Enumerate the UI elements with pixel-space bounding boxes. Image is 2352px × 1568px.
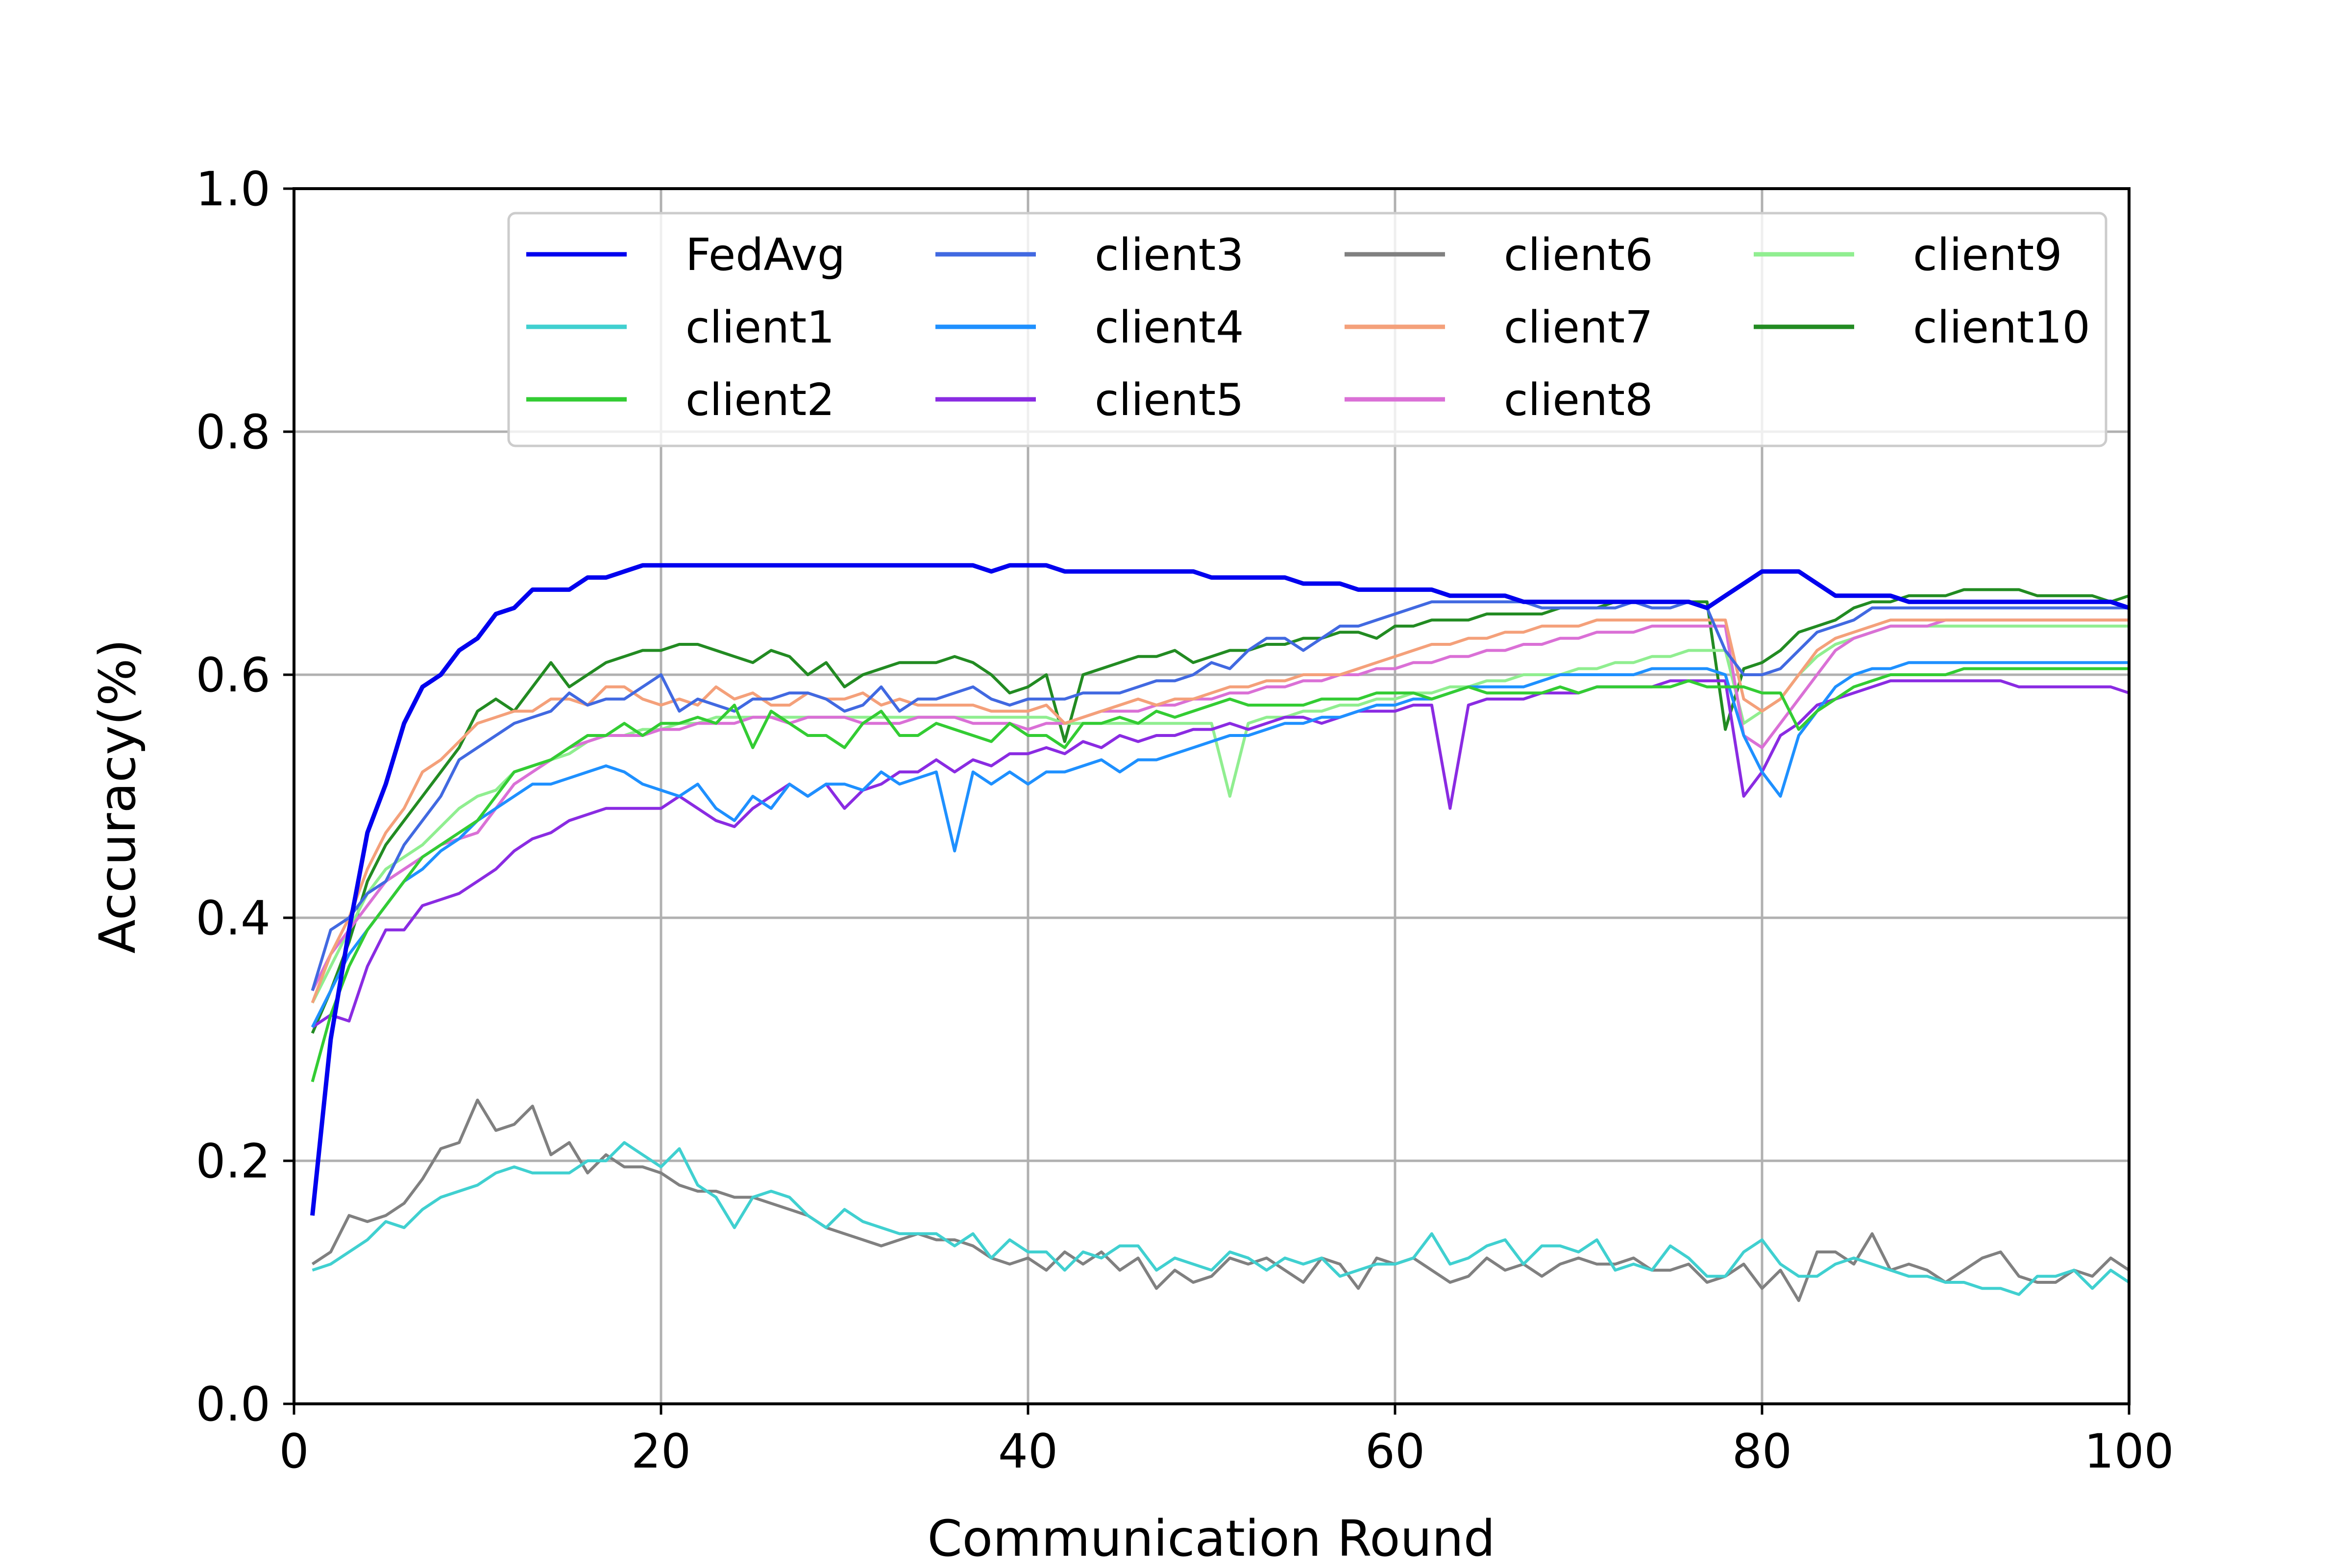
legend: FedAvg client1 client2 client3 client4 client… — [507, 212, 2107, 447]
x-axis-label: Communication Round — [927, 1510, 1495, 1568]
series-line-client1 — [312, 1141, 2130, 1296]
x-axis-ticks: 0 20 40 60 80 100 — [279, 1404, 2174, 1479]
x-tick-label: 20 — [631, 1424, 691, 1479]
x-tick-label: 80 — [1732, 1424, 1792, 1479]
legend-label-client2: client2 — [686, 374, 834, 426]
series-line-client8 — [311, 618, 2129, 992]
x-tick-label: 100 — [2084, 1424, 2174, 1479]
y-tick-label: 0.8 — [196, 405, 270, 460]
legend-label-client7: client7 — [1504, 302, 1653, 353]
legend-label-client8: client8 — [1504, 374, 1653, 426]
legend-label-client1: client1 — [686, 302, 834, 353]
legend-label-client3: client3 — [1095, 229, 1244, 281]
series-line-client3 — [311, 600, 2129, 991]
series-line-client4 — [311, 661, 2129, 1028]
legend-label-client10: client10 — [1913, 302, 2090, 353]
legend-label-client5: client5 — [1095, 374, 1244, 426]
series-line-client10 — [311, 588, 2130, 1034]
legend-label-client4: client4 — [1095, 302, 1244, 353]
plot-frame — [293, 187, 2131, 1405]
y-tick-label: 1.0 — [196, 162, 270, 217]
legend-label-client6: client6 — [1504, 229, 1653, 281]
legend-label-client9: client9 — [1913, 229, 2062, 281]
legend-box — [507, 212, 2107, 447]
series-line-client2 — [311, 667, 2129, 1082]
y-axis-label: Accuracy(%) — [89, 639, 147, 954]
series-layer — [310, 563, 2130, 1302]
y-tick-label: 0.6 — [196, 648, 270, 703]
y-axis-ticks: 0.0 0.2 0.4 0.6 0.8 1.0 — [196, 162, 294, 1432]
y-tick-label: 0.2 — [196, 1134, 270, 1189]
x-tick-label: 60 — [1365, 1424, 1425, 1479]
series-line-fedavg — [310, 563, 2130, 1216]
legend-label-fedavg: FedAvg — [686, 229, 845, 281]
x-tick-label: 40 — [998, 1424, 1058, 1479]
series-line-client6 — [311, 1099, 2130, 1302]
y-tick-label: 0.0 — [196, 1377, 270, 1432]
series-line-client7 — [311, 618, 2129, 1004]
series-line-client5 — [311, 679, 2130, 1029]
x-tick-label: 0 — [279, 1424, 309, 1479]
y-tick-label: 0.4 — [196, 891, 270, 946]
